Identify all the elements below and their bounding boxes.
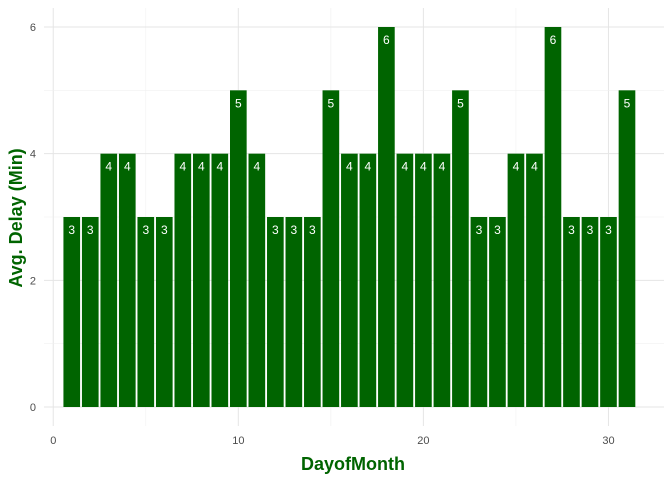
x-tick-label: 20: [417, 435, 429, 447]
bar: [304, 217, 321, 407]
bar-value-label: 4: [346, 160, 353, 174]
bar: [230, 90, 247, 407]
y-tick-labels: 0 2 4 6: [30, 22, 36, 414]
bar: [470, 217, 488, 407]
bar-value-label: 3: [161, 223, 168, 237]
bar-value-label: 3: [494, 223, 501, 237]
bar-value-label: 6: [550, 33, 557, 47]
bar: [285, 217, 303, 407]
bar: [489, 217, 506, 407]
x-tick-labels: 0 10 20 30: [50, 435, 614, 447]
y-tick-label: 2: [30, 275, 36, 287]
y-tick-label: 6: [30, 22, 36, 34]
bar-value-label: 4: [365, 160, 372, 174]
bars: [63, 27, 636, 407]
bar-value-label: 4: [198, 160, 205, 174]
bar-value-label: 3: [568, 223, 575, 237]
bar: [452, 90, 469, 407]
bar: [174, 153, 192, 407]
bar: [267, 217, 284, 407]
bar: [618, 90, 636, 407]
bar-value-label: 5: [457, 96, 464, 110]
bar-value-label: 3: [291, 223, 298, 237]
y-tick-label: 4: [30, 149, 36, 161]
bar-value-label: 3: [272, 223, 279, 237]
bar: [211, 153, 229, 407]
bar-value-label: 4: [439, 160, 446, 174]
bar-value-label: 4: [105, 160, 112, 174]
y-tick-label: 0: [30, 402, 36, 414]
bar: [433, 153, 451, 407]
bar: [396, 153, 414, 407]
bar-value-label: 3: [605, 223, 612, 237]
bar-value-label: 3: [309, 223, 316, 237]
bar: [563, 217, 580, 407]
bar-value-label: 4: [402, 160, 409, 174]
bar-value-label: 4: [124, 160, 131, 174]
bar-value-label: 3: [142, 223, 149, 237]
x-axis-title: DayofMonth: [301, 454, 405, 474]
bar: [544, 27, 562, 407]
bar: [600, 217, 617, 407]
bar-value-label: 4: [513, 160, 520, 174]
bar: [155, 217, 173, 407]
x-tick-label: 30: [602, 435, 614, 447]
bar-value-label: 5: [235, 96, 242, 110]
bar: [581, 217, 599, 407]
bar-value-label: 3: [68, 223, 75, 237]
bar-value-label: 4: [179, 160, 186, 174]
bar-value-label: 3: [476, 223, 483, 237]
bar: [248, 153, 266, 407]
bar-value-label: 3: [587, 223, 594, 237]
bar-value-label: 4: [253, 160, 260, 174]
bar: [359, 153, 377, 407]
bar: [341, 153, 358, 407]
bar-value-label: 3: [87, 223, 94, 237]
bar: [526, 153, 543, 407]
bar-value-label: 5: [328, 96, 335, 110]
bar: [322, 90, 340, 407]
x-tick-label: 10: [232, 435, 244, 447]
bar: [378, 27, 395, 407]
bar-value-label: 6: [383, 33, 390, 47]
bar-value-label: 4: [216, 160, 223, 174]
bar-value-label: 5: [624, 96, 631, 110]
bar: [118, 153, 136, 407]
bar: [63, 217, 81, 407]
x-tick-label: 0: [50, 435, 56, 447]
bar-value-label: 4: [531, 160, 538, 174]
bar: [415, 153, 432, 407]
bar: [137, 217, 155, 407]
bar: [507, 153, 525, 407]
bar: [100, 153, 118, 407]
y-axis-title: Avg. Delay (Min): [6, 148, 26, 287]
bar: [81, 217, 99, 407]
bar-value-label: 4: [420, 160, 427, 174]
bar: [192, 153, 210, 407]
